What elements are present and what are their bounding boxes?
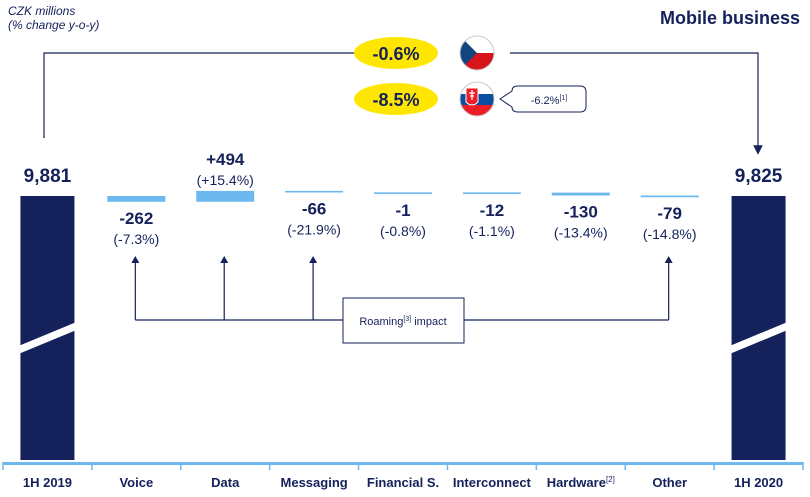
tick-label-messaging: Messaging bbox=[281, 475, 348, 490]
czech-change-badge: -0.6% bbox=[354, 37, 438, 69]
tick-label-1h-2019: 1H 2019 bbox=[23, 475, 72, 490]
roaming-label: Roaming bbox=[359, 316, 403, 328]
value-label-messaging: -66 bbox=[302, 199, 327, 218]
value-label-other: -79 bbox=[657, 204, 682, 223]
axis-break-1h-2020 bbox=[729, 322, 788, 354]
tick-label-interconnect: Interconnect bbox=[453, 475, 532, 490]
roaming-arrow-head-2 bbox=[309, 256, 318, 263]
units-line-2: (% change y-o-y) bbox=[8, 18, 100, 32]
roaming-label-suffix: impact bbox=[411, 316, 446, 328]
pct-label-voice: (-7.3%) bbox=[113, 231, 159, 247]
chart-title: Mobile business bbox=[659, 8, 800, 28]
slovak-change-badge: -8.5% bbox=[354, 83, 438, 115]
bars-layer bbox=[18, 190, 788, 460]
bar-other bbox=[640, 195, 699, 198]
value-label-1h-2019: 9,881 bbox=[24, 166, 72, 187]
svg-text:-6.2%[1]: -6.2%[1] bbox=[531, 95, 568, 107]
bar-messaging bbox=[285, 190, 344, 193]
tick-label-financial-s: Financial S. bbox=[367, 475, 439, 490]
czech-change-value: -0.6% bbox=[372, 44, 419, 64]
czech-flag-icon bbox=[459, 35, 495, 71]
units-label: CZK millions (% change y-o-y) bbox=[8, 4, 99, 32]
bar-data bbox=[196, 190, 255, 202]
bar-financial-s bbox=[374, 192, 432, 194]
bar-voice bbox=[107, 196, 166, 202]
svg-text:Roaming[3] impact: Roaming[3] impact bbox=[359, 316, 446, 328]
slovak-flag-icon bbox=[459, 81, 495, 117]
value-label-voice: -262 bbox=[119, 209, 153, 228]
value-label-1h-2020: 9,825 bbox=[735, 166, 783, 187]
pct-label-messaging: (-21.9%) bbox=[287, 221, 341, 237]
value-label-hardware: -130 bbox=[564, 202, 598, 221]
pct-label-hardware: (-13.4%) bbox=[554, 224, 608, 240]
tick-label-voice: Voice bbox=[119, 475, 153, 490]
bar-hardware bbox=[551, 192, 610, 196]
tick-label-hardware: Hardware[2] bbox=[547, 475, 615, 490]
units-line-1: CZK millions bbox=[8, 4, 76, 18]
tick-label-1h-2020: 1H 2020 bbox=[734, 475, 783, 490]
bar-interconnect bbox=[462, 192, 521, 194]
value-label-data: +494 bbox=[206, 150, 245, 169]
pct-label-interconnect: (-1.1%) bbox=[469, 223, 515, 239]
value-label-financial-s: -1 bbox=[395, 201, 410, 220]
tick-label-other: Other bbox=[652, 475, 687, 490]
pct-label-data: (+15.4%) bbox=[197, 172, 254, 188]
roaming-impact-bracket: Roaming[3] impact bbox=[131, 256, 673, 344]
slovak-note-value: -6.2% bbox=[531, 95, 560, 107]
pct-label-financial-s: (-0.8%) bbox=[380, 223, 426, 239]
slovak-note-footnote: [1] bbox=[559, 95, 567, 102]
tick-label-data: Data bbox=[211, 475, 240, 490]
x-axis: 1H 2019 Voice Data Messaging Financial S. Int… bbox=[2, 462, 804, 490]
labels-layer: 9,881 -262 (-7.3%) +494 (+15.4%) -66 (-21.9%) -… bbox=[24, 150, 783, 247]
x-axis-line bbox=[3, 462, 803, 465]
roaming-arrow-head-0 bbox=[131, 256, 140, 263]
slovak-note-callout: -6.2%[1] bbox=[499, 85, 587, 113]
totals-connector-line bbox=[43, 52, 758, 150]
slovak-change-value: -8.5% bbox=[372, 90, 419, 110]
pct-label-other: (-14.8%) bbox=[643, 226, 697, 242]
roaming-footnote: [3] bbox=[403, 316, 411, 323]
value-label-interconnect: -12 bbox=[480, 201, 505, 220]
roaming-arrow-head-1 bbox=[220, 256, 229, 263]
roaming-arrow-head-3 bbox=[664, 256, 673, 263]
axis-break-1h-2019 bbox=[18, 322, 77, 354]
